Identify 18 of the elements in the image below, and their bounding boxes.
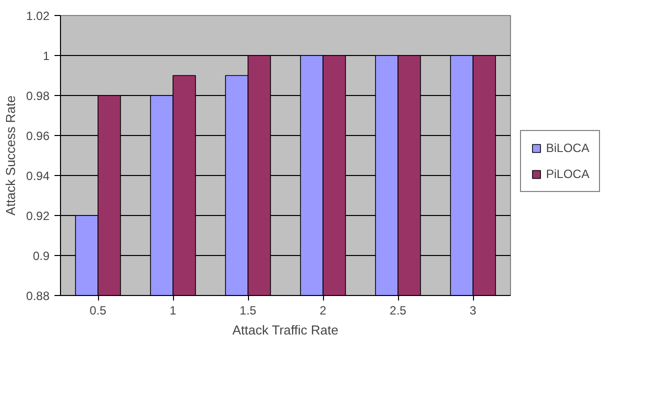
x-tick-label: 2 xyxy=(320,304,327,318)
x-tick-label: 3 xyxy=(470,304,477,318)
y-tick-label: 0.92 xyxy=(26,209,50,223)
x-axis-title: Attack Traffic Rate xyxy=(232,322,338,338)
y-axis-title: Attack Success Rate xyxy=(3,96,18,216)
y-tick-label: 0.96 xyxy=(26,129,50,143)
x-tick-label: 2.5 xyxy=(390,304,407,318)
x-tick-label: 1.5 xyxy=(240,304,257,318)
legend-label: BiLOCA xyxy=(546,141,590,155)
y-tick-label: 0.9 xyxy=(32,249,50,263)
x-tick-label: 0.5 xyxy=(90,304,107,318)
y-tick-label: 1.02 xyxy=(26,9,50,23)
y-tick-label: 0.88 xyxy=(26,289,50,303)
legend-label: PiLOCA xyxy=(546,167,590,181)
y-tick-label: 0.98 xyxy=(26,89,50,103)
x-tick-label: 1 xyxy=(170,304,177,318)
y-tick-label: 1 xyxy=(42,49,50,63)
y-tick-label: 0.94 xyxy=(26,169,50,183)
